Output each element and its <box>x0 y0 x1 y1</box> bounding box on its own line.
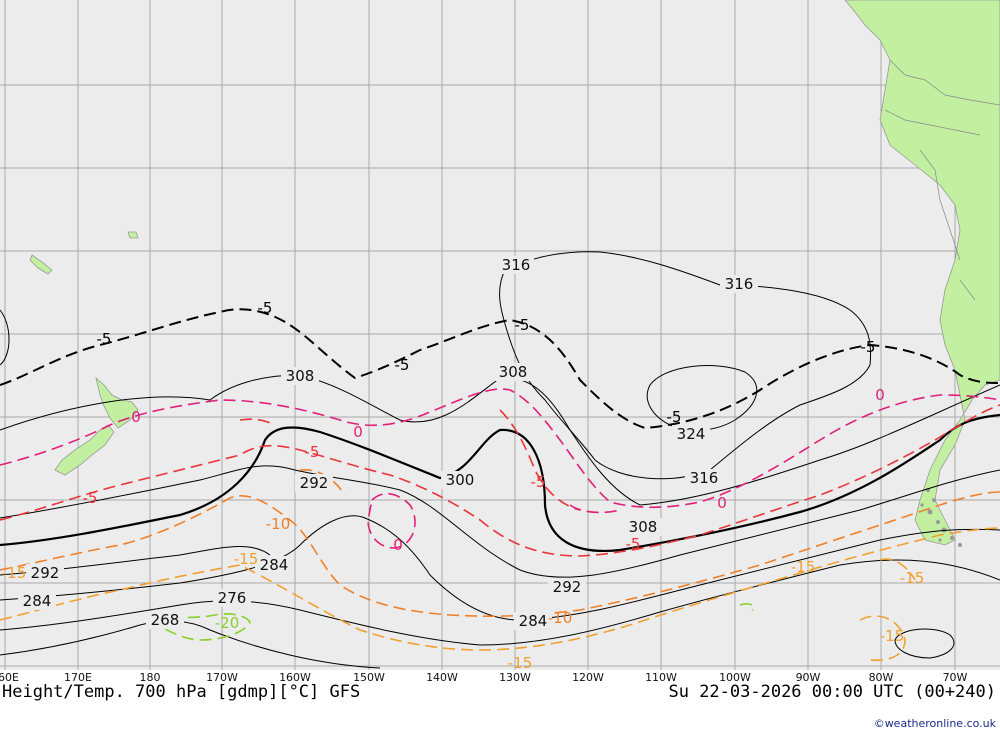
height-label: 268 <box>151 611 180 629</box>
temp-label: 0 <box>875 386 885 404</box>
temp-label: 0 <box>353 423 363 441</box>
temp-label: -5 <box>531 473 546 491</box>
lon-label: 130W <box>499 671 531 684</box>
lon-label: 90W <box>796 671 821 684</box>
height-label: 284 <box>519 612 548 630</box>
temp-label: -15 <box>791 558 816 576</box>
height-label: 284 <box>260 556 289 574</box>
height-label: 292 <box>31 564 60 582</box>
temp-label: -5 <box>667 408 682 426</box>
contour-324 <box>646 365 758 431</box>
contour-west-edge <box>0 309 10 366</box>
lon-label: 70W <box>943 671 968 684</box>
new-zealand-south-island <box>54 424 115 476</box>
temp-label: -5 <box>83 489 98 507</box>
temp-label: -15 <box>2 564 27 582</box>
contour-292 <box>0 465 1000 578</box>
credit-link[interactable]: ©weatheronline.co.uk <box>874 717 997 730</box>
lon-label: 110W <box>645 671 677 684</box>
contour-276 <box>0 559 1000 646</box>
temp-label: 0 <box>131 408 141 426</box>
height-label: 316 <box>725 275 754 293</box>
contour-316-north <box>499 251 872 480</box>
longitude-labels: 160E 170E 180 170W 160W 150W 140W 130W 1… <box>0 671 968 684</box>
land-areas <box>29 0 1000 546</box>
height-contour-bold <box>0 413 1000 552</box>
temp-label: -15 <box>234 550 259 568</box>
temp-label: -5 <box>97 330 112 348</box>
temp-label: -5 <box>515 316 530 334</box>
contour-se-loop <box>894 628 955 659</box>
lon-label: 170W <box>206 671 238 684</box>
height-label: 276 <box>218 589 247 607</box>
lat-lon-grid <box>0 0 1000 670</box>
temp-contour-minus5 <box>0 404 1000 557</box>
small-island <box>127 231 139 239</box>
temp-label: -10 <box>266 515 291 533</box>
contour-284 <box>0 515 1000 621</box>
temp-label: -15 <box>900 569 925 587</box>
lon-label: 120W <box>572 671 604 684</box>
lon-label: 150W <box>353 671 385 684</box>
temp-labels: -5 -5 -5 -5 -5 -5 -5 -5 -5 -5 0 0 0 0 0 … <box>2 299 925 672</box>
height-label: 292 <box>300 474 329 492</box>
temp-contour-minus20 <box>148 603 755 641</box>
lon-label: 180 <box>140 671 161 684</box>
lon-label: 170E <box>64 671 92 684</box>
map-title: Height/Temp. 700 hPa [gdmp][°C] GFS <box>2 682 360 702</box>
height-label: 308 <box>629 518 658 536</box>
temp-label: -15 <box>880 627 905 645</box>
chile-islands <box>920 488 962 547</box>
temp-label: 0 <box>717 494 727 512</box>
height-label: 284 <box>23 592 52 610</box>
temp-label: -5 <box>305 443 320 461</box>
lon-label: 140W <box>426 671 458 684</box>
temp-label: -10 <box>548 609 573 627</box>
temp-contour-0 <box>0 388 1000 549</box>
height-label: 316 <box>690 469 719 487</box>
lon-label: 160E <box>0 671 19 684</box>
height-label: 308 <box>286 367 315 385</box>
lon-label: 80W <box>869 671 894 684</box>
lon-label: 160W <box>279 671 311 684</box>
temp-contour-minus15 <box>0 527 1000 662</box>
map-datetime: Su 22-03-2026 00:00 UTC (00+240) <box>668 682 996 702</box>
land-borders <box>884 59 1000 301</box>
height-label: 300 <box>446 471 475 489</box>
temp-label: -5 <box>861 338 876 356</box>
height-labels: 316 316 308 308 300 292 292 284 284 284 … <box>18 256 758 630</box>
height-label: 316 <box>502 256 531 274</box>
new-zealand-north-island <box>95 376 139 429</box>
temp-contour-minus5-black <box>0 308 1000 430</box>
footer-background <box>0 670 1000 733</box>
height-label: 324 <box>677 425 706 443</box>
lon-label: 100W <box>719 671 751 684</box>
temp-label: 0 <box>393 536 403 554</box>
temp-label: -20 <box>215 614 240 632</box>
temp-label: -5 <box>395 356 410 374</box>
height-label: 308 <box>499 363 528 381</box>
height-label: 292 <box>553 578 582 596</box>
contour-268 <box>0 620 381 669</box>
fiji-island <box>29 254 53 275</box>
temp-label: -5 <box>258 299 273 317</box>
temp-label: -5 <box>626 535 641 553</box>
temp-label: -15 <box>508 654 533 672</box>
south-america-land <box>844 0 1000 546</box>
